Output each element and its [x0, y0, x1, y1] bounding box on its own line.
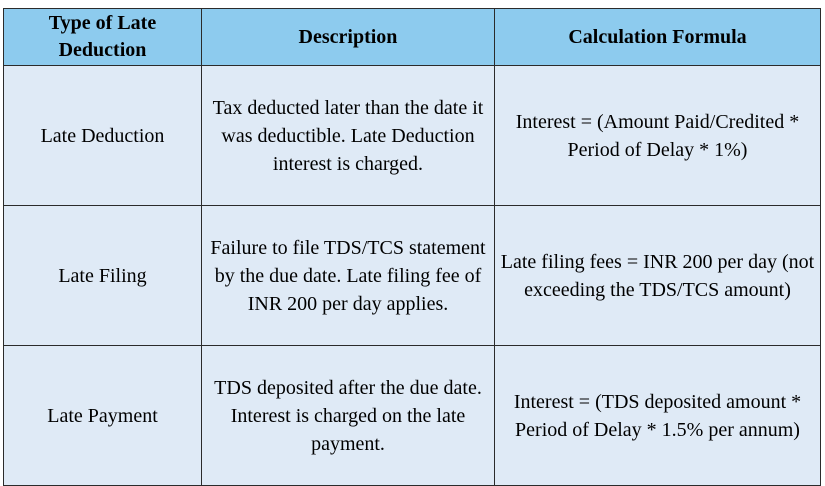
- row-type: Late Filing: [3, 205, 202, 346]
- row-type: Late Payment: [3, 345, 202, 486]
- row-formula: Interest = (Amount Paid/Credited * Perio…: [494, 65, 821, 206]
- table-row: Late Filing Failure to file TDS/TCS stat…: [3, 205, 821, 346]
- table-row: Late Payment TDS deposited after the due…: [3, 345, 821, 486]
- row-description: Tax deducted later than the date it was …: [201, 65, 495, 206]
- row-description: Failure to file TDS/TCS statement by the…: [201, 205, 495, 346]
- table-header-row: Type of Late Deduction Description Calcu…: [3, 8, 821, 66]
- row-formula: Interest = (TDS deposited amount * Perio…: [494, 345, 821, 486]
- row-formula: Late filing fees = INR 200 per day (not …: [494, 205, 821, 346]
- late-penalty-table: Type of Late Deduction Description Calcu…: [3, 8, 821, 486]
- header-type: Type of Late Deduction: [3, 8, 202, 66]
- row-description: TDS deposited after the due date. Intere…: [201, 345, 495, 486]
- header-description: Description: [201, 8, 495, 66]
- table-row: Late Deduction Tax deducted later than t…: [3, 65, 821, 206]
- header-formula: Calculation Formula: [494, 8, 821, 66]
- row-type: Late Deduction: [3, 65, 202, 206]
